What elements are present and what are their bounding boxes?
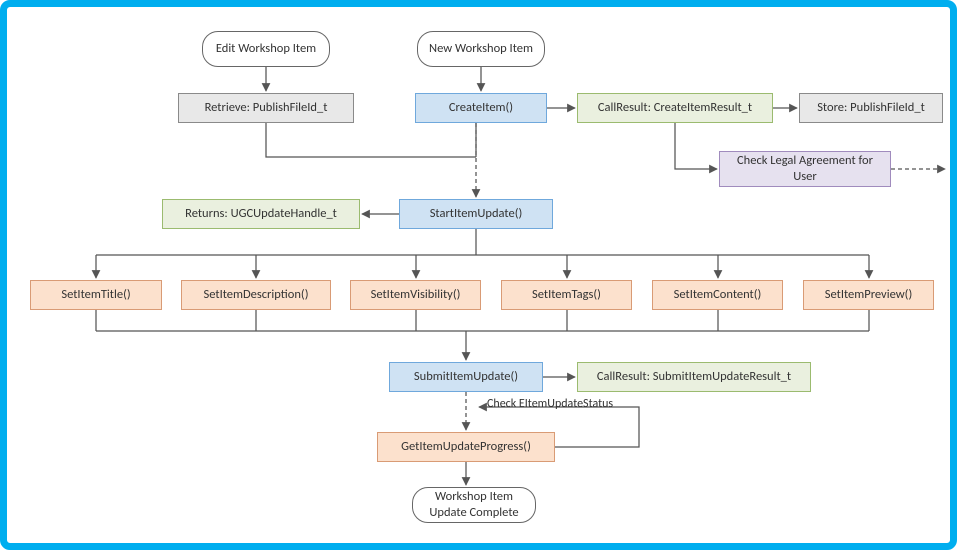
set-preview: SetItemPreview() — [803, 280, 934, 310]
diagram-frame: Edit Workshop Item New Workshop Item Wor… — [0, 0, 957, 550]
set-tags: SetItemTags() — [501, 280, 632, 310]
callresult-create: CallResult: CreateItemResult_t — [577, 93, 773, 123]
edge-label-check-status: Check EItemUpdateStatus — [487, 396, 657, 412]
t: SetItemVisibility() — [371, 287, 461, 303]
t: SetItemDescription() — [203, 287, 308, 303]
t: CallResult: SubmitItemUpdateResult_t — [597, 369, 791, 385]
t: SetItemTags() — [532, 287, 601, 303]
t: Check Legal Agreement for User — [728, 153, 882, 184]
t: Edit Workshop Item — [216, 41, 316, 57]
t: Returns: UGCUpdateHandle_t — [185, 206, 337, 222]
edges-layer — [7, 7, 950, 543]
t: SetItemPreview() — [825, 287, 913, 303]
t: SetItemContent() — [674, 287, 762, 303]
t: CallResult: CreateItemResult_t — [598, 100, 752, 116]
create-item: CreateItem() — [415, 93, 547, 123]
t: StartItemUpdate() — [430, 206, 523, 222]
returns-handle: Returns: UGCUpdateHandle_t — [162, 199, 360, 229]
set-content: SetItemContent() — [652, 280, 783, 310]
set-title: SetItemTitle() — [30, 280, 162, 310]
t: Check EItemUpdateStatus — [487, 397, 613, 412]
end-complete: Workshop Item Update Complete — [412, 487, 536, 523]
diagram-canvas: Edit Workshop Item New Workshop Item Wor… — [7, 7, 950, 543]
callresult-submit: CallResult: SubmitItemUpdateResult_t — [577, 362, 811, 392]
start-edit: Edit Workshop Item — [202, 31, 330, 67]
t: New Workshop Item — [429, 41, 533, 57]
retrieve-id: Retrieve: PublishFileId_t — [178, 93, 354, 123]
t: CreateItem() — [449, 100, 513, 116]
t: GetItemUpdateProgress() — [401, 439, 531, 455]
t: Store: PublishFileId_t — [817, 100, 925, 116]
submit-update: SubmitItemUpdate() — [389, 362, 543, 392]
t: SetItemTitle() — [61, 287, 130, 303]
start-new: New Workshop Item — [417, 31, 545, 67]
t: Workshop Item Update Complete — [421, 489, 527, 520]
set-desc: SetItemDescription() — [181, 280, 331, 310]
get-progress: GetItemUpdateProgress() — [377, 432, 555, 462]
t: SubmitItemUpdate() — [414, 369, 518, 385]
store-id: Store: PublishFileId_t — [799, 93, 943, 123]
set-vis: SetItemVisibility() — [350, 280, 481, 310]
check-legal: Check Legal Agreement for User — [719, 151, 891, 187]
start-update: StartItemUpdate() — [399, 199, 553, 229]
t: Retrieve: PublishFileId_t — [205, 100, 328, 116]
